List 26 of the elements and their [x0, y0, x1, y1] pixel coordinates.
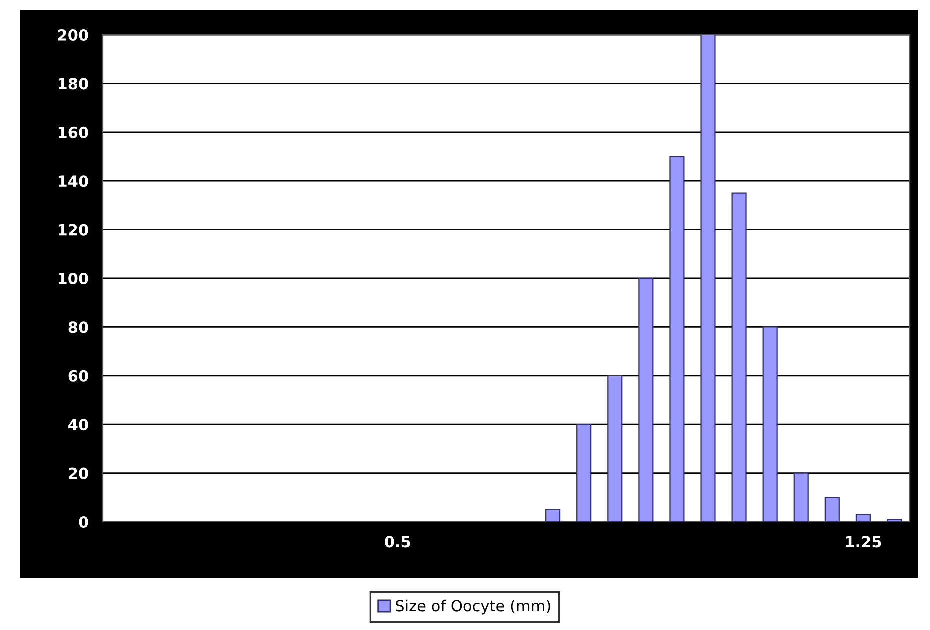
bar — [794, 472, 809, 522]
bar — [856, 514, 871, 522]
bar — [700, 35, 716, 522]
bar — [824, 497, 840, 522]
y-tick-label: 40 — [68, 419, 88, 431]
bar — [732, 192, 747, 522]
x-tick-label: 0.5 — [385, 536, 410, 548]
y-tick-label: 60 — [68, 370, 88, 382]
bar — [762, 326, 778, 522]
y-tick-label: 80 — [68, 322, 88, 334]
y-tick-label: 100 — [58, 272, 88, 285]
bar — [576, 424, 592, 522]
bar — [886, 519, 902, 522]
y-tick-label: 0 — [79, 516, 88, 528]
y-tick-label: 180 — [58, 78, 88, 90]
legend-label: Size of Oocyte (mm) — [396, 600, 550, 615]
bar — [670, 156, 685, 522]
bar — [608, 375, 623, 522]
y-tick-label: 160 — [58, 126, 88, 138]
bar — [546, 509, 561, 522]
y-tick-label: 200 — [58, 29, 88, 42]
y-tick-label: 140 — [58, 176, 88, 188]
y-tick-label: 120 — [58, 224, 88, 236]
bar — [638, 278, 654, 522]
y-tick-label: 20 — [69, 468, 88, 480]
x-tick-label: 1.25 — [846, 536, 882, 548]
